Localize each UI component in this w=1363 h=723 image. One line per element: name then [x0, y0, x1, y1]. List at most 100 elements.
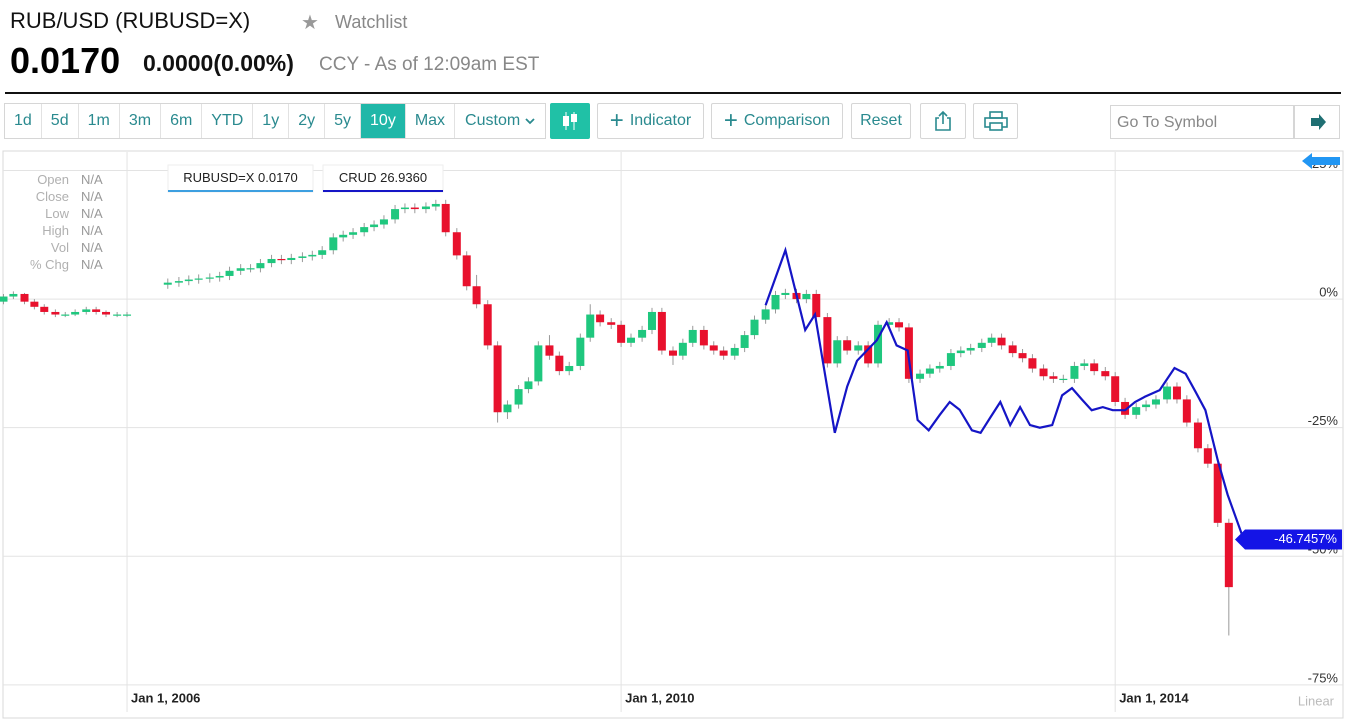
candle-body	[379, 219, 388, 225]
comparison-button[interactable]: + Comparison	[711, 103, 843, 139]
line	[764, 246, 1245, 540]
candle-body	[545, 345, 554, 356]
candle-body	[607, 322, 616, 325]
candle-body	[256, 263, 265, 269]
range-button[interactable]: 3m	[120, 104, 162, 138]
range-button[interactable]: 1d	[5, 104, 42, 138]
scroll-arrow[interactable]	[1302, 153, 1340, 169]
candle-body	[1049, 376, 1058, 379]
legend-name: CRUD	[339, 170, 377, 185]
candle-body	[1090, 363, 1099, 372]
candle-body	[92, 309, 101, 312]
candle-body	[123, 314, 132, 316]
last-value-label: -46.7457%	[1274, 531, 1337, 546]
indicator-button[interactable]: + Indicator	[597, 103, 704, 139]
reset-label: Reset	[860, 112, 902, 129]
reset-button[interactable]: Reset	[851, 103, 911, 139]
candle-body	[524, 381, 533, 390]
star-icon[interactable]: ★	[301, 12, 319, 34]
candle-body	[812, 293, 821, 318]
candle-body	[1172, 386, 1181, 400]
candle-body	[874, 324, 883, 364]
watchlist[interactable]: Watchlist	[335, 12, 408, 32]
candle-body	[647, 311, 656, 330]
range-button[interactable]: 1y	[253, 104, 290, 138]
share-button[interactable]	[920, 103, 966, 139]
candle-body	[1101, 371, 1110, 377]
candle-body	[236, 268, 245, 271]
price: 0.0170	[10, 40, 121, 81]
symbol-input[interactable]: Go To Symbol	[1110, 105, 1294, 139]
candle-body	[174, 281, 183, 283]
candle-body	[946, 353, 955, 366]
print-button[interactable]	[973, 103, 1018, 139]
candle-body	[267, 258, 276, 264]
candle-body	[441, 203, 450, 233]
candle-body	[657, 311, 666, 351]
legend-entry: RUBUSD=X 0.0170	[183, 170, 298, 185]
scale-label: Linear	[1298, 693, 1335, 708]
candle-body	[895, 322, 904, 328]
chart-style-button[interactable]	[550, 103, 590, 139]
candle-body	[854, 345, 863, 351]
candle-body	[885, 322, 894, 325]
candle-body	[833, 340, 842, 364]
ohlc-value: N/A	[81, 172, 103, 187]
range-button[interactable]: YTD	[202, 104, 254, 138]
candle-body	[802, 293, 811, 300]
candle-body	[452, 232, 461, 256]
candle-body	[113, 314, 122, 316]
y-tick-label: 0%	[1319, 285, 1338, 300]
candle-body	[431, 203, 440, 207]
range-button[interactable]: 5d	[42, 104, 79, 138]
candle-body	[462, 255, 471, 287]
candle-body	[596, 314, 605, 323]
range-button[interactable]: 5y	[325, 104, 362, 138]
overlay: -46.7457% RUBUSD=X 0.0170 CRUD 26.9360	[167, 164, 1342, 550]
range-button[interactable]: 10y	[361, 104, 406, 138]
candle-body	[82, 309, 91, 312]
candle-body	[987, 337, 996, 343]
candle-body	[102, 311, 111, 315]
candle-body	[761, 309, 770, 320]
custom-range[interactable]: Custom	[455, 104, 545, 138]
range-button[interactable]: 1m	[79, 104, 120, 138]
y-tick-label: -75%	[1308, 670, 1339, 685]
candle-body	[318, 250, 327, 255]
candle-body	[864, 345, 873, 364]
candle-body	[400, 207, 409, 210]
chart-frame	[2, 150, 1344, 719]
candle-body	[391, 209, 400, 220]
candle-body	[1203, 448, 1212, 464]
candle-body	[205, 277, 214, 279]
candle-body	[0, 296, 8, 302]
legend-name: RUBUSD=X	[183, 170, 254, 185]
candle-body	[1121, 401, 1130, 415]
range-button[interactable]: Max	[406, 104, 456, 138]
ohlc-label: Vol	[50, 240, 69, 255]
candle-body	[966, 347, 975, 351]
candle-body	[225, 270, 234, 276]
go-button[interactable]	[1294, 105, 1340, 139]
candle-body	[71, 311, 80, 315]
candle-body	[483, 304, 492, 346]
candle-body	[472, 286, 481, 305]
candle-body	[823, 317, 832, 364]
candle-body	[935, 365, 944, 369]
candle-body	[1193, 422, 1202, 449]
candle-body	[514, 389, 523, 405]
candle-body	[771, 294, 780, 310]
candle-body	[410, 207, 419, 210]
range-button[interactable]: 2y	[289, 104, 326, 138]
candle-body	[534, 345, 543, 382]
range-button[interactable]: 6m	[161, 104, 203, 138]
candle-body	[194, 278, 203, 280]
candle-body	[277, 258, 286, 261]
ohlc-value: N/A	[81, 189, 103, 204]
candle-body	[51, 311, 60, 315]
candle-body	[1080, 363, 1089, 366]
candle-body	[997, 337, 1006, 346]
x-tick-label: Jan 1, 2014	[1119, 690, 1189, 705]
candle-icon	[563, 112, 577, 130]
